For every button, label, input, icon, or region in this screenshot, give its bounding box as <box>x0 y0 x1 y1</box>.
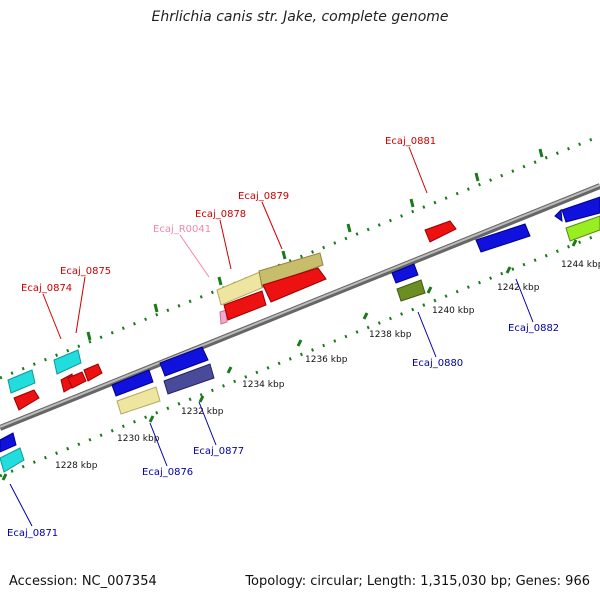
gene-label-0879[interactable]: Ecaj_0879 <box>238 191 289 202</box>
forward-gene-labels: Ecaj_0874 Ecaj_0875 Ecaj_0878 Ecaj_0879 … <box>21 136 436 294</box>
gene-label-0874[interactable]: Ecaj_0874 <box>21 283 72 294</box>
gene-label-0880[interactable]: Ecaj_0880 <box>412 358 463 369</box>
major-ticks <box>1 148 578 481</box>
genome-backbone <box>0 183 600 431</box>
gene-block-0876[interactable] <box>116 386 161 415</box>
gene-block-0878-red[interactable] <box>223 290 267 321</box>
gene-block-R0041[interactable] <box>219 309 228 325</box>
gene-block-0871[interactable] <box>0 447 25 473</box>
gene-label-0881[interactable]: Ecaj_0881 <box>385 136 436 147</box>
tick-label-1236: 1236 kbp <box>305 355 348 365</box>
tick-label-1238: 1238 kbp <box>369 330 412 340</box>
gene-block-cyan-left[interactable] <box>7 369 36 394</box>
gene-block-blue-left-a[interactable] <box>0 432 17 453</box>
gene-label-R0041[interactable]: Ecaj_R0041 <box>153 224 211 235</box>
gene-block-0881[interactable] <box>424 220 457 243</box>
gene-block-0880-blue[interactable] <box>391 263 419 284</box>
map-title: Ehrlichia canis str. Jake, complete geno… <box>151 9 449 25</box>
tick-label-1228: 1228 kbp <box>55 461 98 471</box>
reverse-gene-blocks <box>0 196 600 473</box>
tick-label-1232: 1232 kbp <box>181 407 224 417</box>
gene-block-0875-c[interactable] <box>83 363 103 382</box>
gene-block-0880[interactable] <box>396 279 426 302</box>
label-leaders <box>9 146 534 527</box>
gene-block-right-green[interactable] <box>565 215 600 242</box>
accession-text: Accession: NC_007354 <box>9 574 157 589</box>
gene-block-right-blue-small[interactable] <box>554 208 563 223</box>
gene-block-0875-b[interactable] <box>67 371 87 389</box>
gene-block-right-blue[interactable] <box>561 196 600 223</box>
gene-label-0871[interactable]: Ecaj_0871 <box>7 528 58 539</box>
gene-block-0879-red[interactable] <box>262 267 327 303</box>
tick-label-1240: 1240 kbp <box>432 306 475 316</box>
reverse-gene-labels: Ecaj_0871 Ecaj_0876 Ecaj_0877 Ecaj_0880 … <box>7 323 559 539</box>
tick-label-1230: 1230 kbp <box>117 434 160 444</box>
tick-labels: 1228 kbp 1230 kbp 1232 kbp 1234 kbp 1236… <box>55 260 600 471</box>
topology-text: Topology: circular; Length: 1,315,030 bp… <box>245 574 590 589</box>
gene-label-0878[interactable]: Ecaj_0878 <box>195 209 246 220</box>
gene-block-0877[interactable] <box>163 363 215 395</box>
rna-gene-labels: Ecaj_R0041 <box>153 224 211 235</box>
tick-label-1244: 1244 kbp <box>561 260 600 270</box>
gene-label-0882[interactable]: Ecaj_0882 <box>508 323 559 334</box>
gene-label-0875[interactable]: Ecaj_0875 <box>60 266 111 277</box>
tick-label-1234: 1234 kbp <box>242 380 285 390</box>
tick-label-1242: 1242 kbp <box>497 283 540 293</box>
gene-block-0877-blue[interactable] <box>159 346 209 377</box>
forward-gene-blocks <box>7 220 457 411</box>
gene-label-0876[interactable]: Ecaj_0876 <box>142 467 193 478</box>
gene-block-0874[interactable] <box>53 349 82 375</box>
gene-block-0879[interactable] <box>258 252 324 288</box>
gene-label-0877[interactable]: Ecaj_0877 <box>193 446 244 457</box>
gene-block-0882[interactable] <box>475 223 531 253</box>
gene-block-0876-blue[interactable] <box>111 369 154 397</box>
gene-block-red-left[interactable] <box>13 389 40 411</box>
